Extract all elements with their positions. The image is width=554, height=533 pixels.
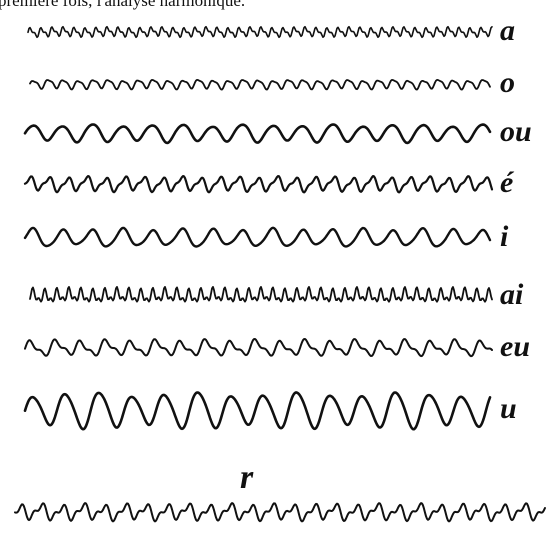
- waveform: [23, 123, 492, 145]
- waveform: [29, 286, 493, 303]
- waveform: [23, 226, 492, 248]
- waveform: [23, 175, 494, 194]
- waveform: [23, 391, 492, 431]
- vowel-label: o: [500, 66, 515, 99]
- vowel-label: eu: [500, 330, 530, 363]
- waveform: [14, 502, 546, 523]
- vowel-labels: ao ou éi ai eu u: [500, 14, 532, 425]
- vowel-label: u: [500, 392, 517, 425]
- waveform: [24, 338, 493, 358]
- vowel-label: i: [500, 220, 509, 253]
- vowel-label: ai: [500, 278, 524, 311]
- vowel-label: a: [500, 14, 515, 47]
- waveform: [27, 25, 493, 39]
- vowel-label: é: [500, 166, 515, 199]
- caption: première fois, l'analyse harmonique.: [0, 0, 245, 10]
- r-label: r: [240, 459, 254, 496]
- vowel-label: ou: [500, 115, 532, 148]
- waveform: [29, 79, 491, 91]
- waveforms: [14, 25, 546, 523]
